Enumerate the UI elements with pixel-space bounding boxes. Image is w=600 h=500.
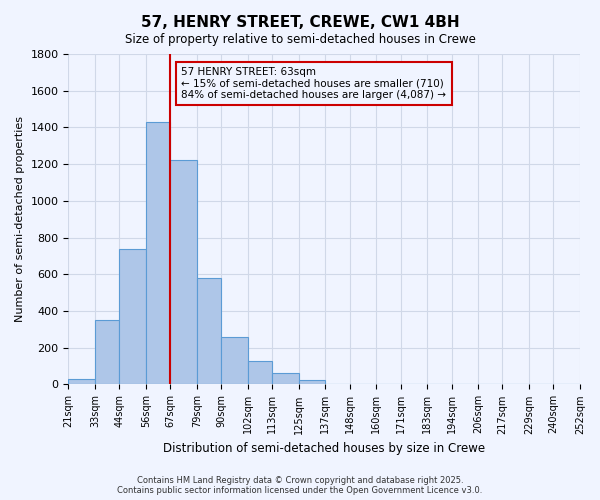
Y-axis label: Number of semi-detached properties: Number of semi-detached properties bbox=[15, 116, 25, 322]
Text: 57, HENRY STREET, CREWE, CW1 4BH: 57, HENRY STREET, CREWE, CW1 4BH bbox=[140, 15, 460, 30]
Bar bbox=[221, 336, 248, 384]
Text: 57 HENRY STREET: 63sqm
← 15% of semi-detached houses are smaller (710)
84% of se: 57 HENRY STREET: 63sqm ← 15% of semi-det… bbox=[181, 67, 446, 100]
Text: Contains HM Land Registry data © Crown copyright and database right 2025.
Contai: Contains HM Land Registry data © Crown c… bbox=[118, 476, 482, 495]
Bar bbox=[95, 320, 119, 384]
Bar bbox=[119, 248, 146, 384]
Bar bbox=[272, 372, 299, 384]
Bar bbox=[146, 122, 170, 384]
Bar bbox=[170, 160, 197, 384]
Text: Size of property relative to semi-detached houses in Crewe: Size of property relative to semi-detach… bbox=[125, 32, 475, 46]
Bar bbox=[248, 360, 272, 384]
X-axis label: Distribution of semi-detached houses by size in Crewe: Distribution of semi-detached houses by … bbox=[163, 442, 485, 455]
Bar bbox=[68, 379, 95, 384]
Bar bbox=[197, 278, 221, 384]
Bar bbox=[299, 380, 325, 384]
